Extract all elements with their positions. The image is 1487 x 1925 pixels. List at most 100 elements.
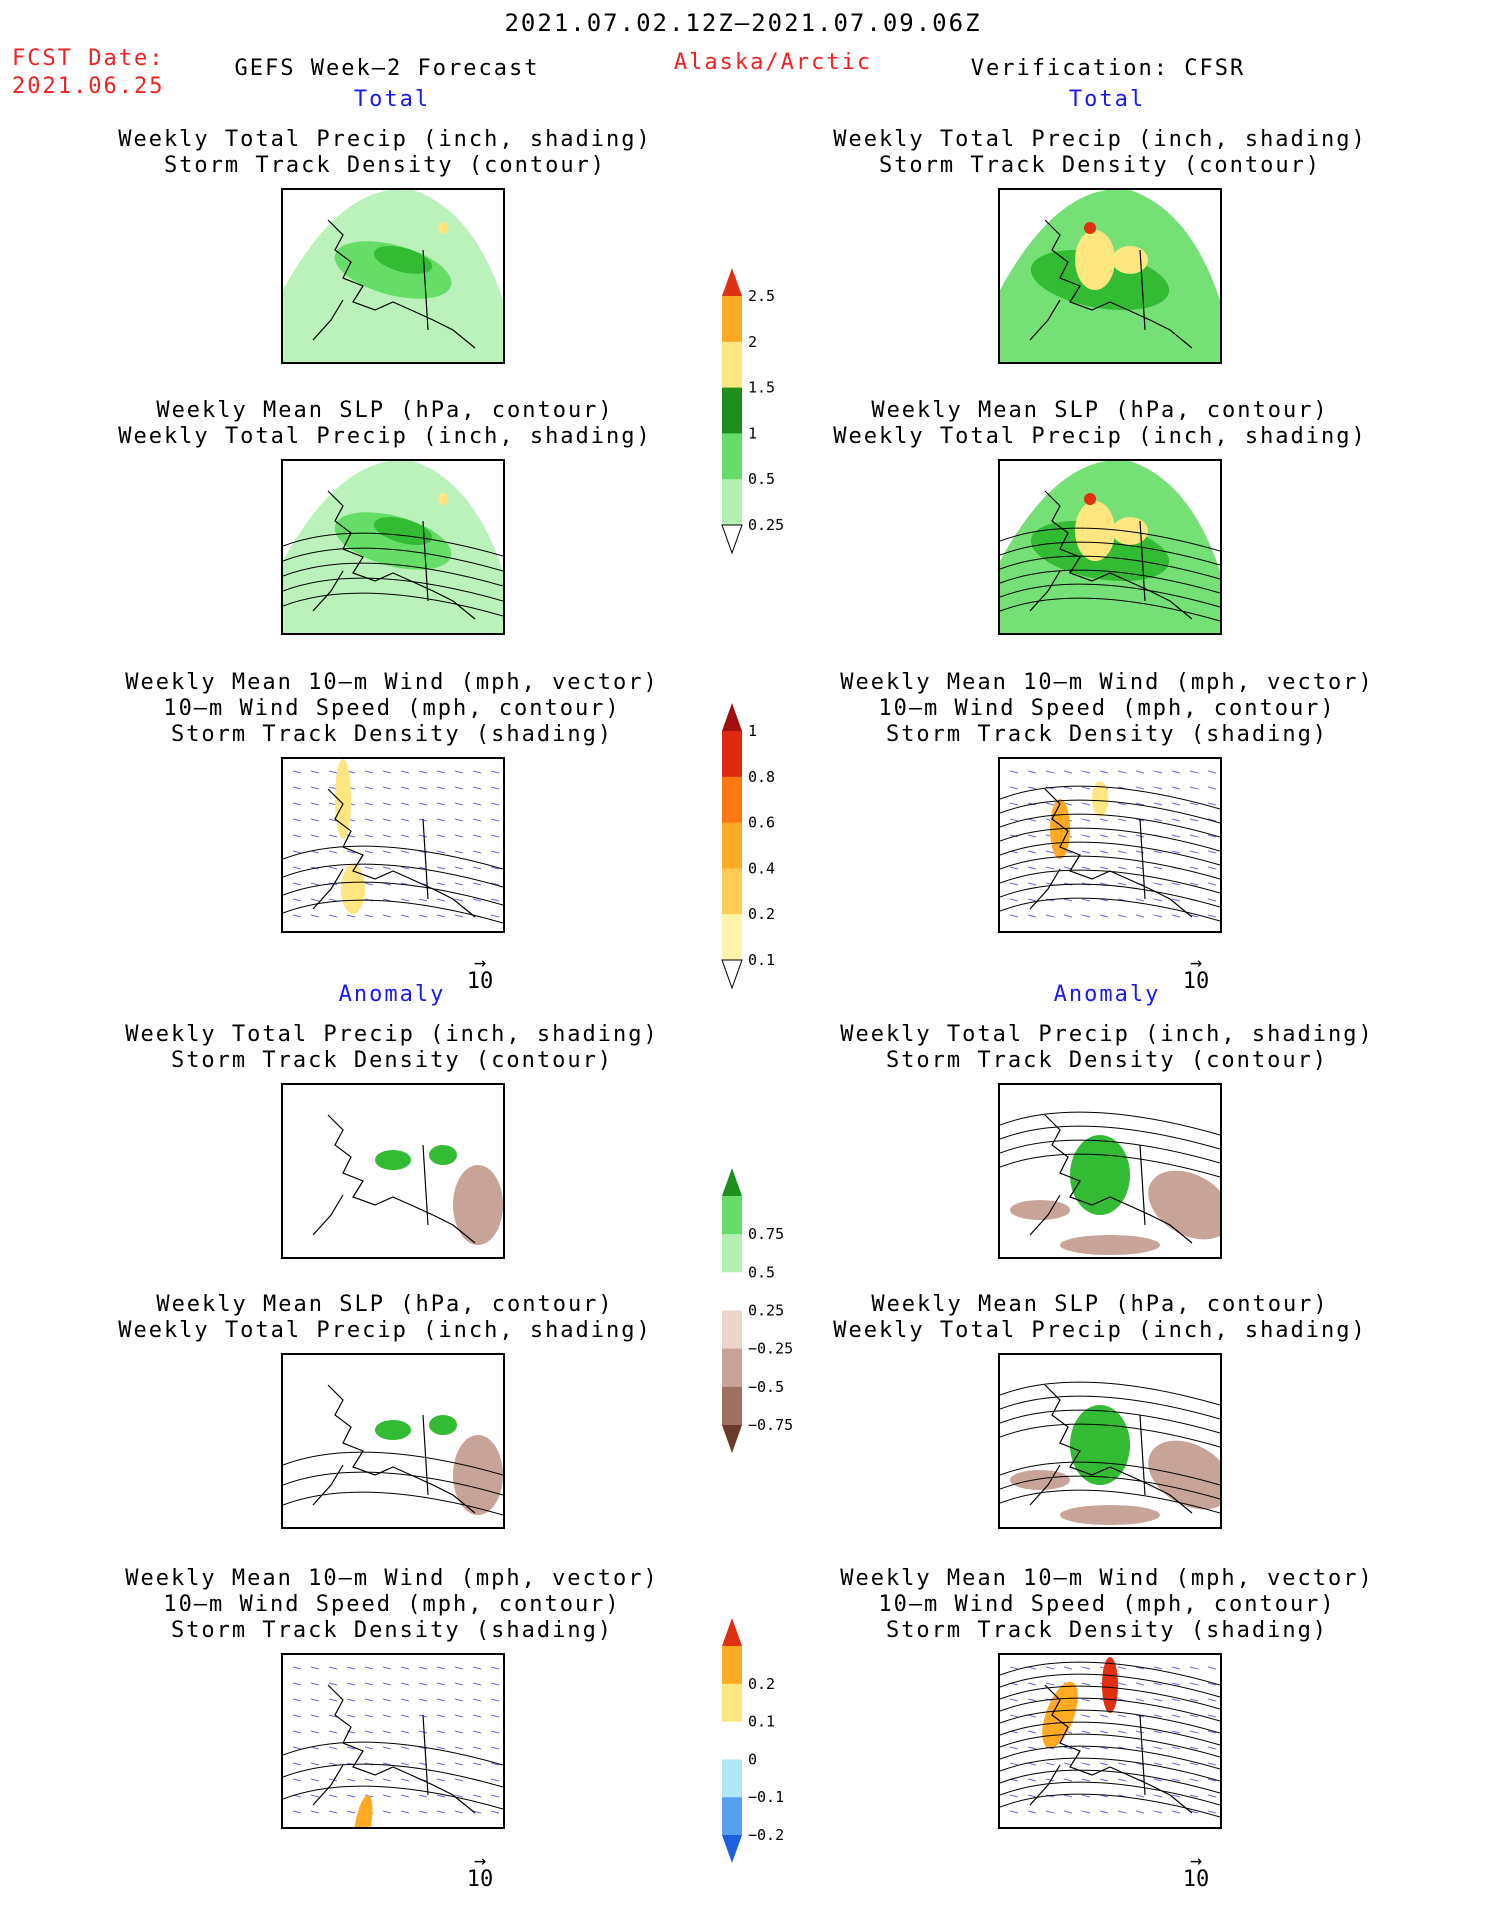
wind-vector — [328, 850, 338, 854]
wind-vector — [1171, 882, 1181, 886]
coastline — [1139, 818, 1146, 900]
wind-vector — [1135, 898, 1145, 902]
wind-vector — [310, 834, 320, 838]
title-l6-a: Weekly Mean 10–m Wind (mph, vector) — [125, 1566, 659, 1591]
wind-vector — [1081, 1810, 1091, 1814]
contour-line — [1000, 1461, 1220, 1486]
wind-vector — [472, 866, 482, 870]
colorbar-swatch — [722, 387, 742, 434]
section-total-left: Total — [353, 87, 431, 112]
coastline — [1044, 788, 1193, 918]
wind-vector — [328, 898, 338, 902]
wind-vector — [490, 1778, 500, 1782]
wind-vector — [454, 1698, 464, 1702]
contour-line — [1000, 569, 1220, 594]
wind-vector — [292, 914, 302, 918]
wind-vector — [1171, 1746, 1181, 1750]
precip-area — [373, 517, 433, 545]
wind-vector — [472, 850, 482, 854]
wind-vector — [436, 818, 446, 822]
wind-vector — [1045, 882, 1055, 886]
wind-vector — [472, 1714, 482, 1718]
wind-vector — [364, 882, 374, 886]
wind-vector — [364, 1666, 374, 1670]
wind-vector — [1207, 1746, 1217, 1750]
wind-vector — [1063, 1762, 1073, 1766]
wind-vector — [1153, 866, 1163, 870]
coastline — [1044, 1684, 1193, 1814]
wind-vector — [1135, 850, 1145, 854]
colorbar-storm-track-total: 0.1 0.2 0.4 0.6 0.8 1 — [721, 703, 882, 990]
colorbar-precip-total: 0.25 0.5 1 1.5 2 2.5 — [721, 268, 882, 555]
wind-vector — [1189, 866, 1199, 870]
contour-line — [283, 881, 503, 906]
wind-vector — [364, 866, 374, 870]
wind-vector — [490, 882, 500, 886]
wind-vector — [400, 898, 410, 902]
colorbar-tick-label: 0.2 — [748, 905, 775, 923]
wind-vector — [1099, 770, 1109, 774]
wind-vector — [1099, 882, 1109, 886]
wind-vector — [382, 866, 392, 870]
wind-vector — [328, 818, 338, 822]
wind-vector — [1135, 786, 1145, 790]
wind-vector — [1027, 818, 1037, 822]
wind-vector — [472, 1682, 482, 1686]
wind-vector — [1153, 898, 1163, 902]
contour-line — [1000, 1781, 1220, 1806]
wind-vector — [436, 770, 446, 774]
contour-line — [1000, 1769, 1220, 1794]
contour-line — [1000, 1139, 1220, 1164]
wind-vector — [436, 850, 446, 854]
wind-vector — [364, 850, 374, 854]
wind-vector — [418, 1698, 428, 1702]
wind-vector — [1099, 1762, 1109, 1766]
wind-vector — [1189, 1746, 1199, 1750]
wind-vector — [1099, 1778, 1109, 1782]
wind-vector — [1027, 1682, 1037, 1686]
wind-vector — [1027, 834, 1037, 838]
map-svg — [283, 759, 503, 924]
wind-vector — [436, 914, 446, 918]
wind-vector — [1009, 1666, 1019, 1670]
wind-vector — [328, 1730, 338, 1734]
coastline — [1029, 570, 1061, 612]
wind-vector — [1081, 1698, 1091, 1702]
wind-vector — [1189, 834, 1199, 838]
precip-area — [1112, 517, 1148, 545]
wind-vector — [472, 834, 482, 838]
precip-area — [1075, 230, 1115, 290]
coastline — [312, 868, 344, 910]
title-l2-b: Weekly Total Precip (inch, shading) — [118, 424, 652, 449]
wind-vector — [1153, 1682, 1163, 1686]
precip-area — [1112, 246, 1148, 274]
wind-vector — [454, 1794, 464, 1798]
vector-ref-total-right: → 10 — [1171, 952, 1221, 994]
contour-line — [1000, 799, 1220, 824]
wind-vector — [1045, 866, 1055, 870]
wind-vector — [310, 770, 320, 774]
wind-vector — [1063, 802, 1073, 806]
contour-line — [283, 1785, 503, 1810]
colorbar-tick-label: 0.8 — [748, 768, 775, 786]
contour-line — [1000, 1489, 1220, 1514]
wind-vector — [454, 1666, 464, 1670]
wind-vector — [1099, 1714, 1109, 1718]
map-svg — [1000, 1381, 1220, 1525]
colorbar-swatch — [722, 776, 742, 824]
coastline — [327, 219, 476, 349]
contour-line — [1000, 1673, 1220, 1698]
title-r5-a: Weekly Mean SLP (hPa, contour) — [871, 1292, 1329, 1317]
wind-vector — [1153, 770, 1163, 774]
wind-vector — [346, 1666, 356, 1670]
wind-vector — [1027, 1794, 1037, 1798]
coastline — [327, 490, 476, 620]
colorbar-tick-label: 0.75 — [748, 1225, 784, 1243]
wind-vector — [328, 1762, 338, 1766]
wind-vector — [1153, 1810, 1163, 1814]
wind-vector — [454, 914, 464, 918]
wind-vector — [1171, 834, 1181, 838]
wind-vector — [1027, 1714, 1037, 1718]
colorbar-tick-label: 0.5 — [748, 470, 775, 488]
wind-vector — [1189, 914, 1199, 918]
